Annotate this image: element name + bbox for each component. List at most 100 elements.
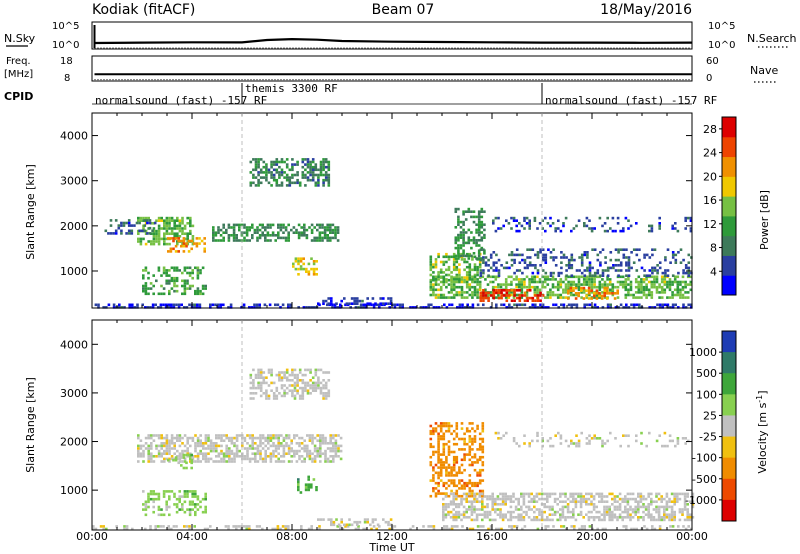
scatter-cell — [661, 271, 665, 275]
scatter-cell — [188, 490, 192, 493]
scatter-cell — [335, 302, 338, 305]
scatter-cell — [150, 452, 153, 455]
scatter-cell — [471, 481, 474, 485]
scatter-cell — [454, 254, 458, 258]
scatter-cell — [538, 518, 541, 522]
scatter-cell — [543, 278, 547, 281]
scatter-cell — [543, 280, 547, 284]
scatter-cell — [175, 289, 179, 293]
scatter-cell — [530, 518, 533, 522]
scatter-cell — [252, 173, 255, 177]
scatter-cell — [452, 280, 456, 284]
scatter-cell — [566, 497, 570, 501]
scatter-cell — [515, 229, 518, 233]
scatter-cell — [318, 527, 321, 531]
scatter-cell — [445, 442, 448, 446]
scatter-cell — [585, 224, 589, 228]
scatter-cell — [142, 508, 145, 511]
scatter-cell — [689, 216, 693, 220]
scatter-cell — [147, 457, 150, 461]
scatter-cell — [280, 371, 284, 374]
scatter-cell — [625, 274, 628, 277]
scatter-cell — [117, 224, 121, 227]
scatter-cell — [439, 435, 443, 438]
scatter-cell — [517, 283, 521, 286]
scatter-cell — [462, 239, 465, 242]
scatter-cell — [432, 453, 435, 456]
scatter-cell — [176, 232, 179, 235]
scatter-cell — [586, 266, 589, 270]
scatter-cell — [149, 306, 152, 309]
scatter-cell — [225, 444, 228, 448]
scatter-cell — [572, 513, 575, 516]
scatter-cell — [274, 455, 278, 458]
scatter-cell — [157, 216, 161, 220]
scatter-cell — [148, 226, 152, 230]
scatter-cell — [222, 457, 226, 461]
scatter-cell — [593, 294, 596, 298]
scatter-cell — [434, 260, 438, 264]
scatter-cell — [642, 503, 645, 506]
scatter-cell — [165, 500, 168, 504]
scatter-cell — [150, 457, 153, 461]
scatter-cell — [481, 497, 484, 501]
scatter-cell — [497, 527, 501, 531]
scatter-cell — [196, 439, 200, 442]
scatter-cell — [627, 283, 630, 286]
scatter-cell — [478, 489, 482, 493]
scatter-cell — [173, 442, 176, 445]
scatter-cell — [147, 287, 150, 290]
scatter-cell — [137, 455, 140, 458]
scatter-cell — [554, 256, 558, 259]
scatter-cell — [478, 285, 482, 289]
scatter-cell — [327, 176, 331, 179]
scatter-cell — [196, 457, 200, 461]
colorbar-tick-label: 500 — [696, 367, 717, 380]
scatter-cell — [527, 492, 531, 496]
scatter-cell — [458, 481, 461, 485]
scatter-cell — [580, 256, 584, 259]
scatter-cell — [626, 516, 630, 519]
scatter-cell — [432, 450, 435, 454]
scatter-cell — [515, 442, 518, 445]
scatter-cell — [601, 291, 604, 294]
scatter-cell — [168, 222, 171, 225]
scatter-cell — [544, 271, 548, 275]
scatter-cell — [157, 505, 161, 509]
scatter-cell — [173, 503, 176, 506]
scatter-cell — [180, 456, 183, 459]
scatter-cell — [691, 500, 695, 503]
scatter-cell — [457, 239, 460, 242]
scatter-cell — [593, 437, 596, 440]
scatter-cell — [186, 216, 189, 220]
scatter-cell — [476, 291, 479, 294]
scatter-cell — [647, 513, 650, 516]
scatter-cell — [259, 436, 262, 440]
scatter-cell — [650, 275, 654, 279]
scatter-cell — [301, 160, 305, 164]
scatter-cell — [666, 444, 669, 448]
scatter-cell — [301, 379, 305, 382]
scatter-cell — [593, 274, 597, 277]
scatter-cell — [270, 371, 273, 374]
scatter-cell — [248, 525, 251, 528]
scatter-cell — [455, 293, 459, 297]
scatter-cell — [265, 376, 268, 379]
scatter-cell — [285, 386, 289, 390]
scatter-cell — [337, 447, 340, 450]
scatter-cell — [199, 442, 202, 445]
scatter-cell — [592, 503, 596, 506]
scatter-cell — [541, 258, 545, 262]
scatter-cell — [160, 274, 163, 277]
scatter-cell — [689, 283, 693, 286]
scatter-cell — [456, 525, 459, 528]
scatter-cell — [691, 505, 695, 509]
scatter-cell — [183, 500, 187, 504]
colorbar-swatch — [722, 436, 736, 459]
scatter-cell — [645, 293, 648, 297]
scatter-cell — [601, 444, 604, 448]
scatter-cell — [478, 276, 482, 279]
scatter-cell — [510, 293, 513, 297]
scatter-cell — [307, 262, 311, 266]
scatter-cell — [254, 158, 258, 161]
